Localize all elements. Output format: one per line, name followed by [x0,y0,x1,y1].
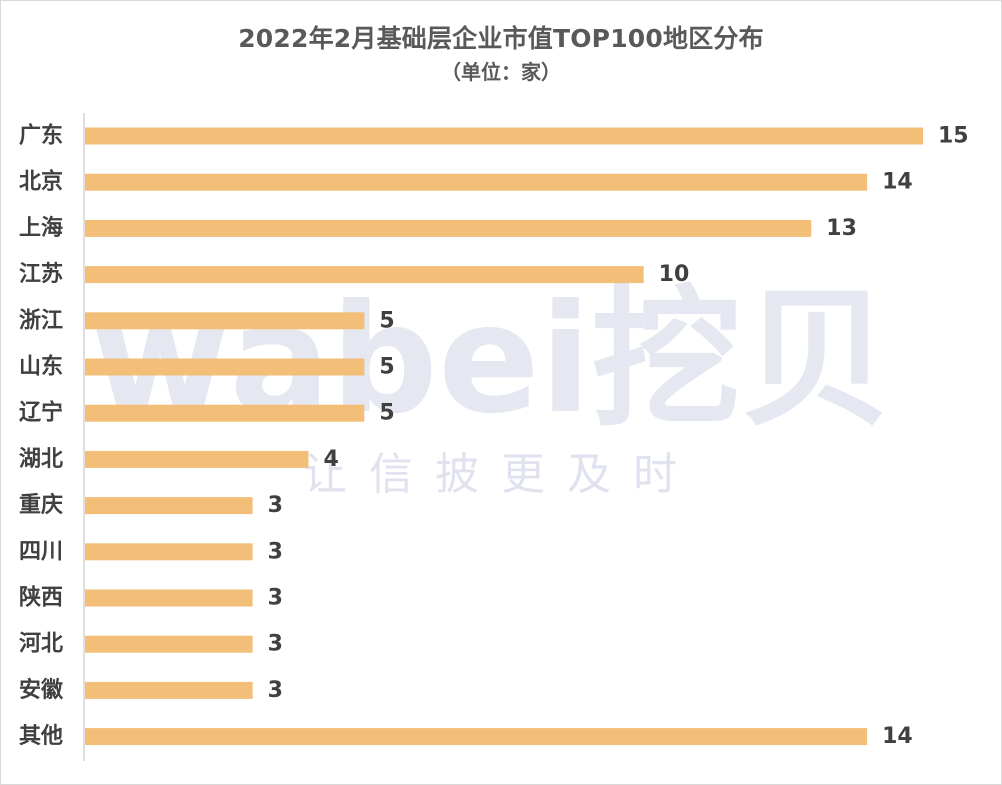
value-label: 3 [268,632,283,657]
bar-8 [85,450,309,468]
bar-3 [85,219,812,237]
bar-14 [85,728,868,746]
watermark-slogan: 让信披更及时 [303,449,699,500]
value-label: 3 [268,678,283,703]
bars-group [85,127,923,746]
value-label: 3 [268,539,283,564]
category-label: 安徽 [19,677,64,703]
value-label: 3 [268,586,283,611]
bar-9 [85,497,253,515]
value-label: 14 [882,170,913,195]
bar-4 [85,266,644,284]
category-label: 山东 [19,354,63,380]
value-label: 5 [379,401,394,426]
category-label: 江苏 [19,261,63,287]
bar-6 [85,358,365,376]
category-label: 陕西 [19,586,63,611]
category-label: 上海 [19,215,63,241]
value-label: 15 [938,124,969,149]
chart-title: 2022年2月基础层企业市值TOP100地区分布 [238,24,764,53]
category-label: 浙江 [19,308,63,333]
value-label: 5 [379,355,394,380]
value-label: 13 [826,216,857,241]
category-label: 四川 [19,539,63,564]
value-label: 10 [659,262,690,287]
bar-2 [85,173,868,191]
bar-10 [85,543,253,561]
value-label: 4 [323,447,338,472]
category-label: 其他 [19,724,63,749]
category-label: 湖北 [19,447,63,472]
bar-7 [85,404,365,422]
category-label: 河北 [19,632,63,657]
chart-subtitle: （单位：家） [441,60,561,84]
category-label: 广东 [19,123,63,149]
bar-12 [85,635,253,653]
bar-1 [85,127,923,145]
bar-5 [85,312,365,330]
value-label: 14 [882,724,913,749]
category-label: 辽宁 [19,400,63,426]
bar-11 [85,589,253,607]
value-label: 5 [379,308,394,333]
category-label: 重庆 [19,492,63,518]
value-label: 3 [268,493,283,518]
labels-group: 广东 15 北京 14 上海 13 江苏 10 浙江 5 山东 5 辽宁 5 湖北 4 重庆 3 四川 3 陕西 3 河北 3… [19,123,969,750]
bar-13 [85,681,253,699]
category-label: 北京 [19,169,63,195]
